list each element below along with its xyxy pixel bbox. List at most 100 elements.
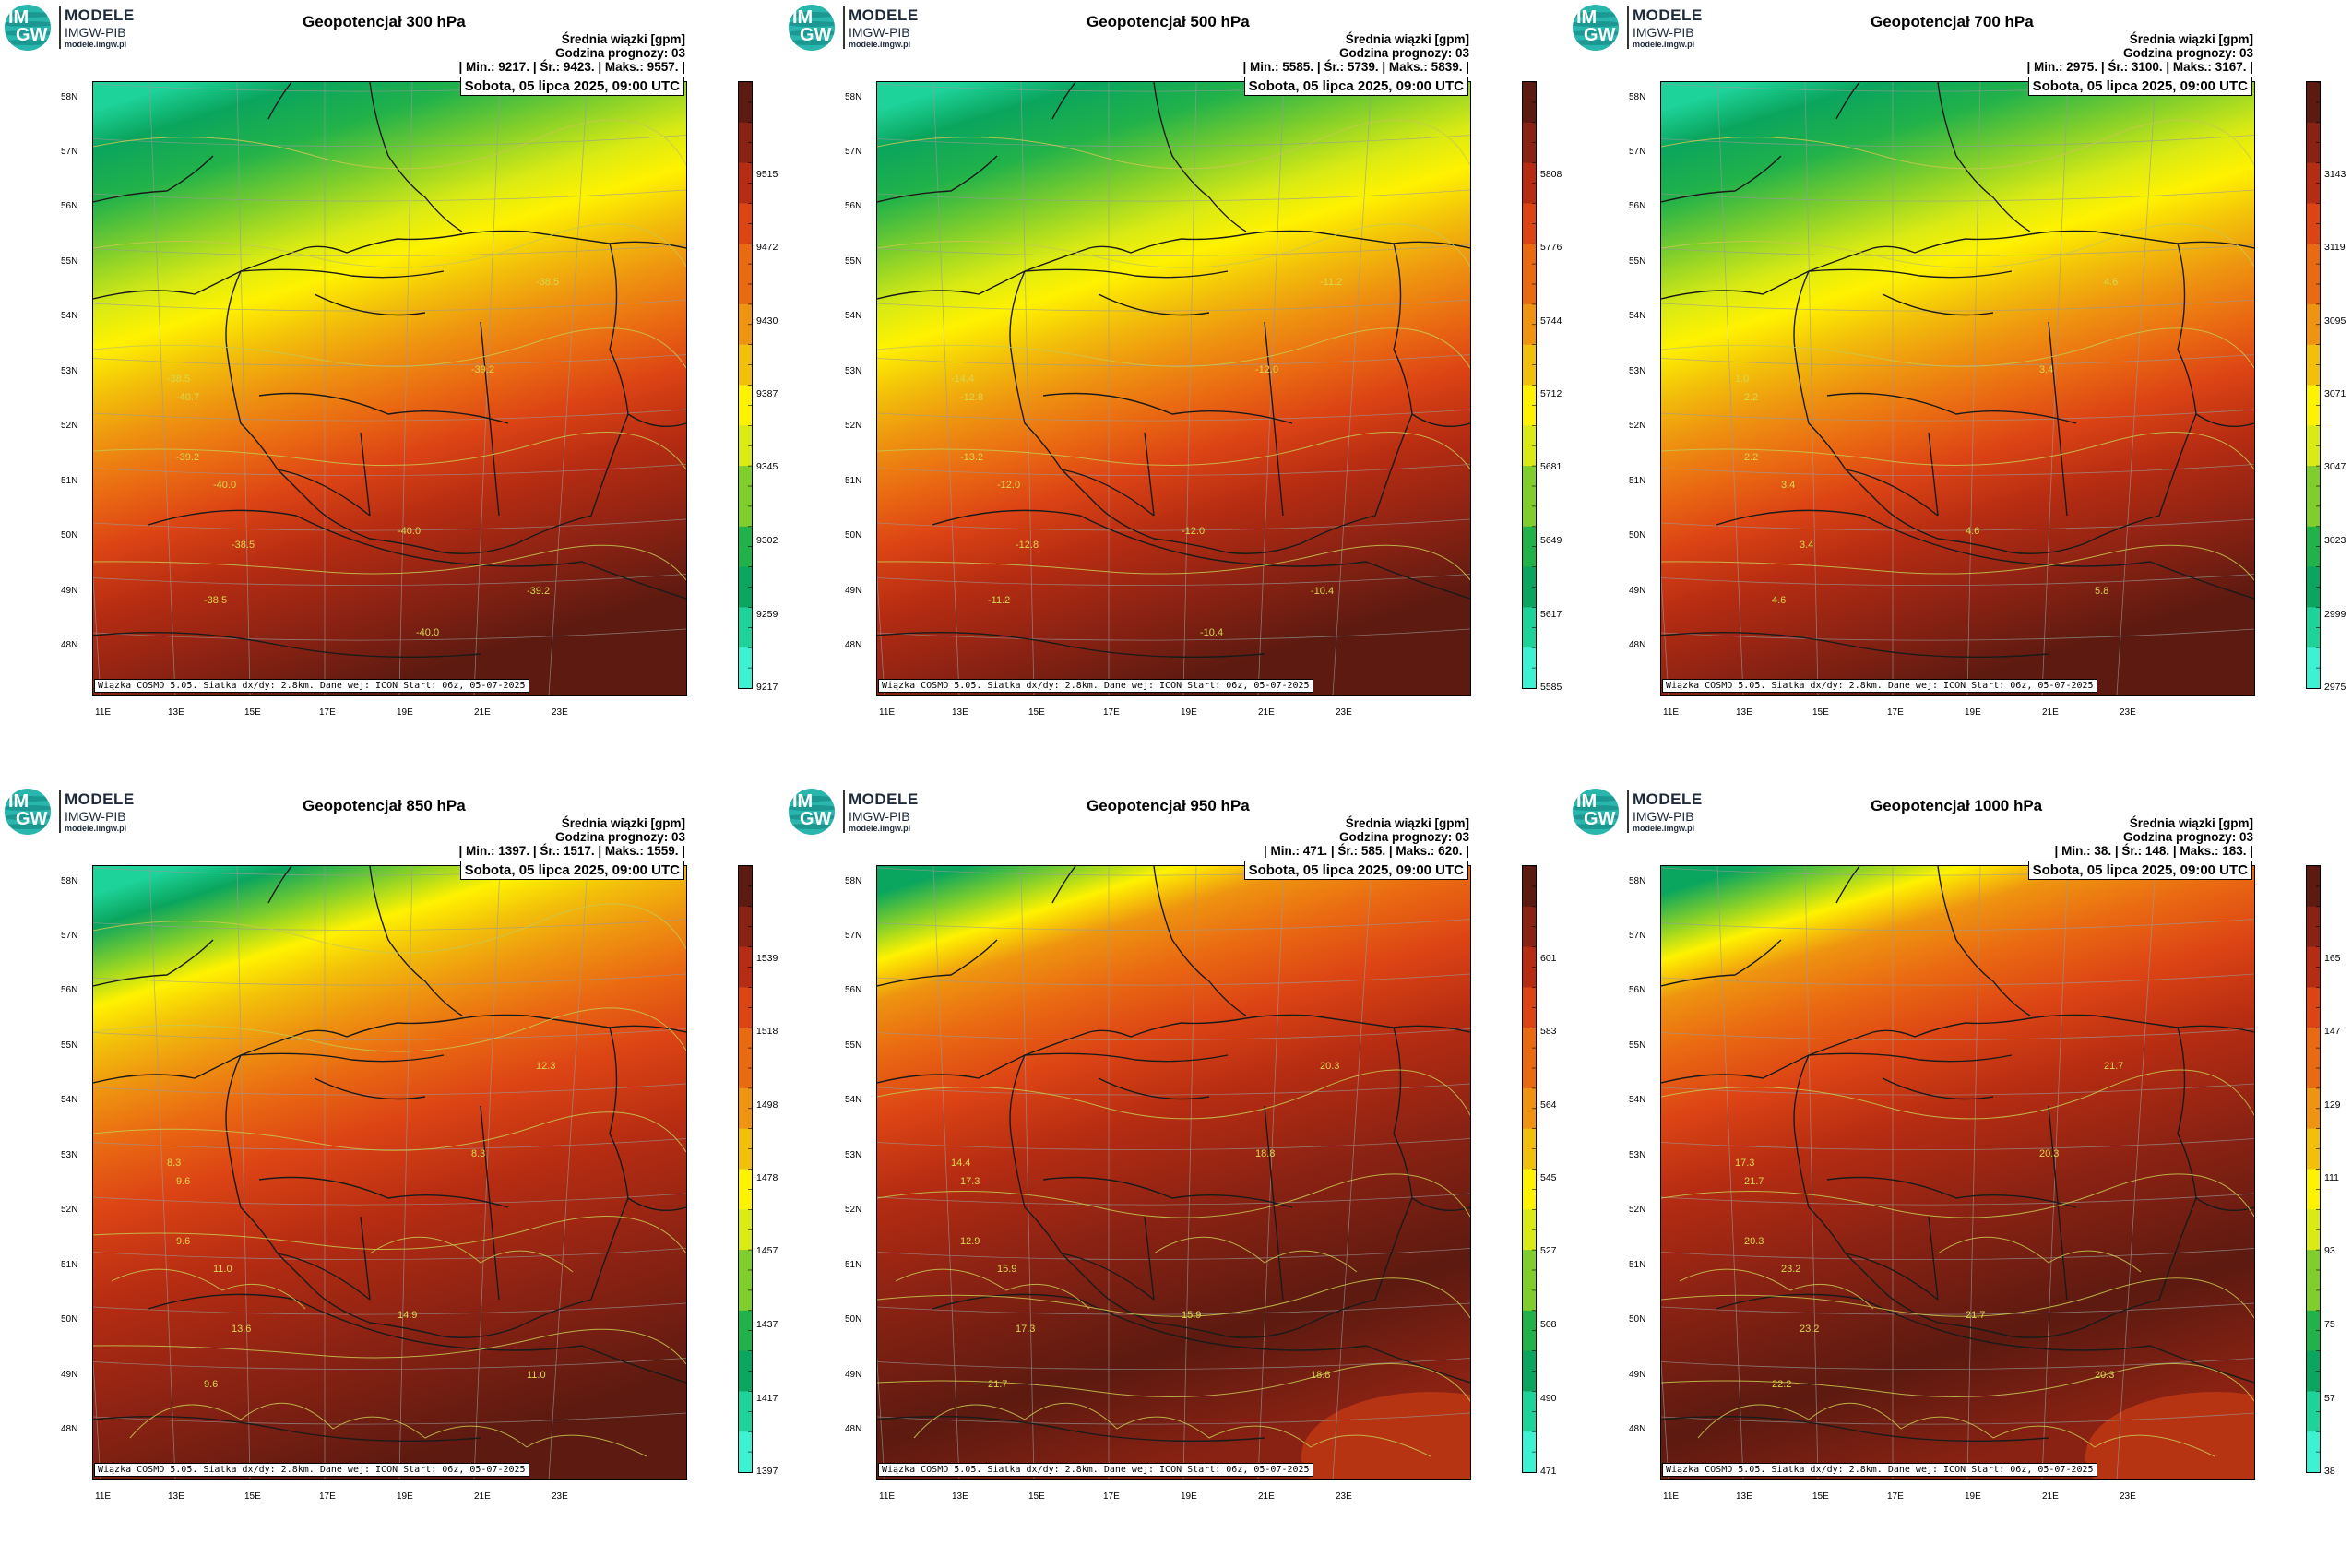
contour-value-label: 21.7: [1744, 1176, 1764, 1187]
contour-value-label: -38.5: [232, 540, 255, 551]
longitude-label: 13E: [952, 707, 968, 718]
colorbar-swatch: [2307, 926, 2320, 948]
longitude-label: 23E: [2120, 707, 2136, 718]
latitude-label: 55N: [1629, 1040, 1646, 1051]
colorbar-swatch: [2307, 587, 2320, 608]
colorbar-tick-label: 1498: [756, 1099, 778, 1111]
colorbar-swatch: [1523, 244, 1536, 265]
colorbar-swatch: [739, 385, 752, 406]
colorbar-swatch: [1523, 668, 1536, 688]
contour-value-label: -11.2: [1320, 277, 1342, 288]
longitude-label: 13E: [1736, 707, 1752, 718]
logo-link[interactable]: modele.imgw.pl: [65, 824, 127, 833]
colorbar-tick-label: 490: [1540, 1393, 1557, 1404]
colorbar: [1522, 81, 1537, 689]
longitude-label: 17E: [319, 1491, 336, 1502]
colorbar-swatch: [2307, 1391, 2320, 1412]
logo-line-1: MODELE: [65, 790, 135, 808]
contour-value-label: 20.3: [1744, 1236, 1764, 1247]
colorbar-swatch: [1523, 1452, 1536, 1472]
colorbar-swatch: [2307, 264, 2320, 285]
geopotential-map: 17.3 20.3 23.2 21.7 20.3 21.7 23.2 21.7 20.3 22.2: [1660, 865, 2255, 1480]
logo-link[interactable]: modele.imgw.pl: [1633, 40, 1695, 49]
colorbar-swatch: [739, 587, 752, 608]
contour-value-label: 14.4: [951, 1158, 970, 1169]
colorbar-swatch: [739, 223, 752, 244]
logo-link[interactable]: modele.imgw.pl: [65, 40, 127, 49]
colorbar-swatch: [1523, 1330, 1536, 1352]
latitude-label: 51N: [1629, 476, 1646, 486]
subtitle: Średnia wiązki [gpm]: [561, 32, 685, 46]
colorbar-swatch: [1523, 546, 1536, 568]
contour-value-label: -12.0: [1182, 526, 1205, 537]
colorbar-swatch: [739, 344, 752, 366]
colorbar-swatch: [739, 1229, 752, 1251]
colorbar-tick-label: 111: [2324, 1172, 2339, 1183]
colorbar: [2306, 865, 2321, 1473]
colorbar-swatch: [1523, 1350, 1536, 1372]
colorbar-swatch: [739, 1452, 752, 1472]
colorbar-swatch: [2307, 607, 2320, 628]
colorbar-swatch: [739, 1270, 752, 1291]
imgw-badge-icon: IM GW: [5, 5, 51, 51]
imgw-logo: IM GW MODELE IMGW-PIB modele.imgw.pl: [5, 5, 135, 51]
colorbar-swatch: [2307, 1189, 2320, 1210]
colorbar-swatch: [1523, 647, 1536, 669]
longitude-label: 17E: [1103, 707, 1120, 718]
latitude-label: 52N: [61, 421, 78, 431]
contour-value-label: 9.6: [176, 1176, 190, 1187]
logo-link[interactable]: modele.imgw.pl: [849, 824, 911, 833]
latitude-label: 48N: [845, 640, 862, 650]
latitude-label: 49N: [1629, 1370, 1646, 1380]
contour-value-label: -12.0: [997, 480, 1020, 491]
colorbar-tick-label: 2975: [2324, 682, 2346, 693]
latitude-label: 58N: [1629, 92, 1646, 102]
logo-link[interactable]: modele.imgw.pl: [849, 40, 911, 49]
imgw-logo: IM GW MODELE IMGW-PIB modele.imgw.pl: [789, 5, 919, 51]
colorbar-swatch: [2307, 1250, 2320, 1271]
colorbar-swatch: [2307, 101, 2320, 124]
contour-value-label: 17.3: [1016, 1324, 1035, 1335]
logo-link[interactable]: modele.imgw.pl: [1633, 824, 1695, 833]
longitude-label: 23E: [552, 707, 568, 718]
contour-value-label: 12.3: [536, 1061, 555, 1072]
colorbar-swatch: [1523, 1128, 1536, 1150]
colorbar-swatch: [739, 1108, 752, 1130]
colorbar-swatch: [1523, 526, 1536, 548]
latitude-label: 56N: [61, 201, 78, 211]
colorbar-swatch: [739, 885, 752, 908]
colorbar-swatch: [1523, 1289, 1536, 1312]
contour-value-label: 11.0: [527, 1370, 546, 1381]
panel-title: Geopotencjał 500 hPa: [1087, 13, 1250, 30]
contour-value-label: 21.7: [1966, 1310, 1985, 1321]
latitude-label: 55N: [61, 256, 78, 267]
colorbar-swatch: [2307, 303, 2320, 326]
contour-value-label: 11.0: [213, 1264, 232, 1275]
longitude-label: 11E: [1663, 1491, 1680, 1502]
colorbar-swatch: [739, 1310, 752, 1332]
logo-line-2: IMGW-PIB: [849, 25, 910, 40]
colorbar-swatch: [1523, 466, 1536, 487]
colorbar-swatch: [2307, 445, 2320, 467]
colorbar-swatch: [2307, 364, 2320, 386]
latitude-label: 51N: [61, 476, 78, 486]
colorbar-swatch: [2307, 1330, 2320, 1352]
longitude-label: 19E: [397, 1491, 413, 1502]
panel-title: Geopotencjał 700 hPa: [1871, 13, 2034, 30]
contour-value-label: 8.3: [471, 1148, 485, 1159]
logo-line-2: IMGW-PIB: [849, 809, 910, 824]
colorbar-tick-label: 9430: [756, 315, 778, 327]
colorbar-tick-label: 5617: [1540, 609, 1562, 620]
colorbar-swatch: [2307, 1068, 2320, 1089]
latitude-label: 55N: [1629, 256, 1646, 267]
colorbar-swatch: [1523, 1411, 1536, 1432]
colorbar-swatch: [739, 1007, 752, 1028]
colorbar-tick-label: 9302: [756, 535, 778, 546]
colorbar-tick-label: 5681: [1540, 461, 1562, 472]
colorbar-swatch: [1523, 344, 1536, 366]
longitude-label: 15E: [1812, 1491, 1829, 1502]
panel-title: Geopotencjał 300 hPa: [303, 13, 466, 30]
valid-date: Sobota, 05 lipca 2025, 09:00 UTC: [459, 861, 684, 880]
contour-value-label: 5.8: [2095, 586, 2108, 597]
longitude-label: 23E: [1336, 1491, 1352, 1502]
